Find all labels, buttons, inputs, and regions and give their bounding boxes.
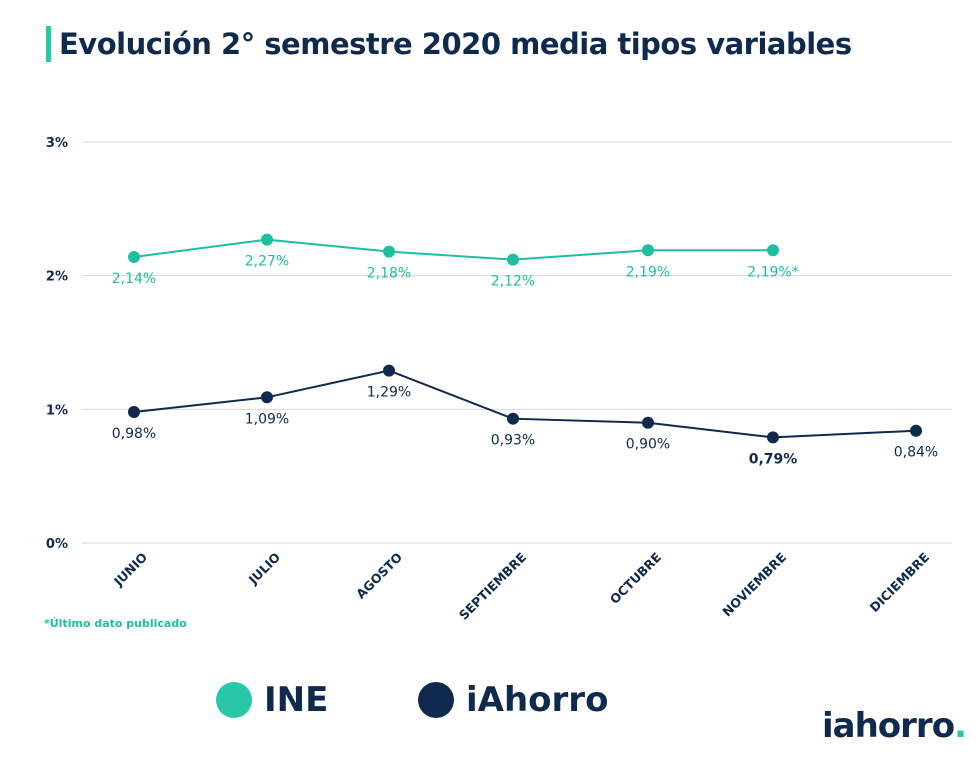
data-point [642,244,654,257]
data-label: 2,18% [367,266,411,282]
footnote: *Último dato publicado [44,617,187,630]
data-point [507,253,519,266]
data-label: 1,29% [367,385,411,401]
iahorro-logo: iahorro. [822,706,967,746]
data-point [910,424,922,437]
data-label: 0,79% [749,451,798,467]
legend-marker-iahorro [418,682,454,718]
data-label: 2,14% [112,271,156,287]
legend-item-ine: INE [216,680,328,720]
data-point [767,431,779,444]
data-label: 0,98% [112,426,156,442]
legend-marker-ine [216,682,252,718]
legend-label: INE [264,680,329,720]
x-tick-label: AGOSTO [353,550,405,602]
legend-item-iahorro: iAhorro [418,680,608,720]
data-label: 0,90% [626,437,670,453]
data-point [261,233,273,246]
y-tick-label: 2% [46,270,68,285]
data-point [128,406,140,419]
data-label: 1,09% [245,411,289,427]
data-label: 2,19%* [747,264,798,280]
data-point [261,391,273,404]
data-point [642,416,654,429]
data-label: 2,27% [245,254,289,270]
data-label: 0,93% [491,433,535,449]
series-line-ine [133,238,773,261]
data-point [767,244,779,257]
data-label: 0,84% [894,445,938,461]
y-tick-label: 3% [46,136,68,151]
chart-title: Evolución 2° semestre 2020 media tipos v… [46,26,852,62]
x-tick-label: NOVIEMBRE [719,550,789,620]
x-tick-label: OCTUBRE [607,550,664,607]
legend-label: iAhorro [466,680,609,720]
y-tick-label: 0% [46,537,68,552]
data-point [507,412,519,425]
data-label: 2,19% [626,264,670,280]
x-tick-label: SEPTIEMBRE [456,550,529,623]
data-label: 2,12% [491,274,535,290]
data-point [383,245,395,258]
x-tick-label: DICIEMBRE [867,550,932,615]
y-tick-label: 1% [46,403,68,418]
x-tick-label: JULIO [245,550,283,588]
series-line-iahorro [133,369,917,439]
x-tick-label: JUNIO [110,550,150,590]
data-point [383,364,395,377]
data-point [128,250,140,263]
